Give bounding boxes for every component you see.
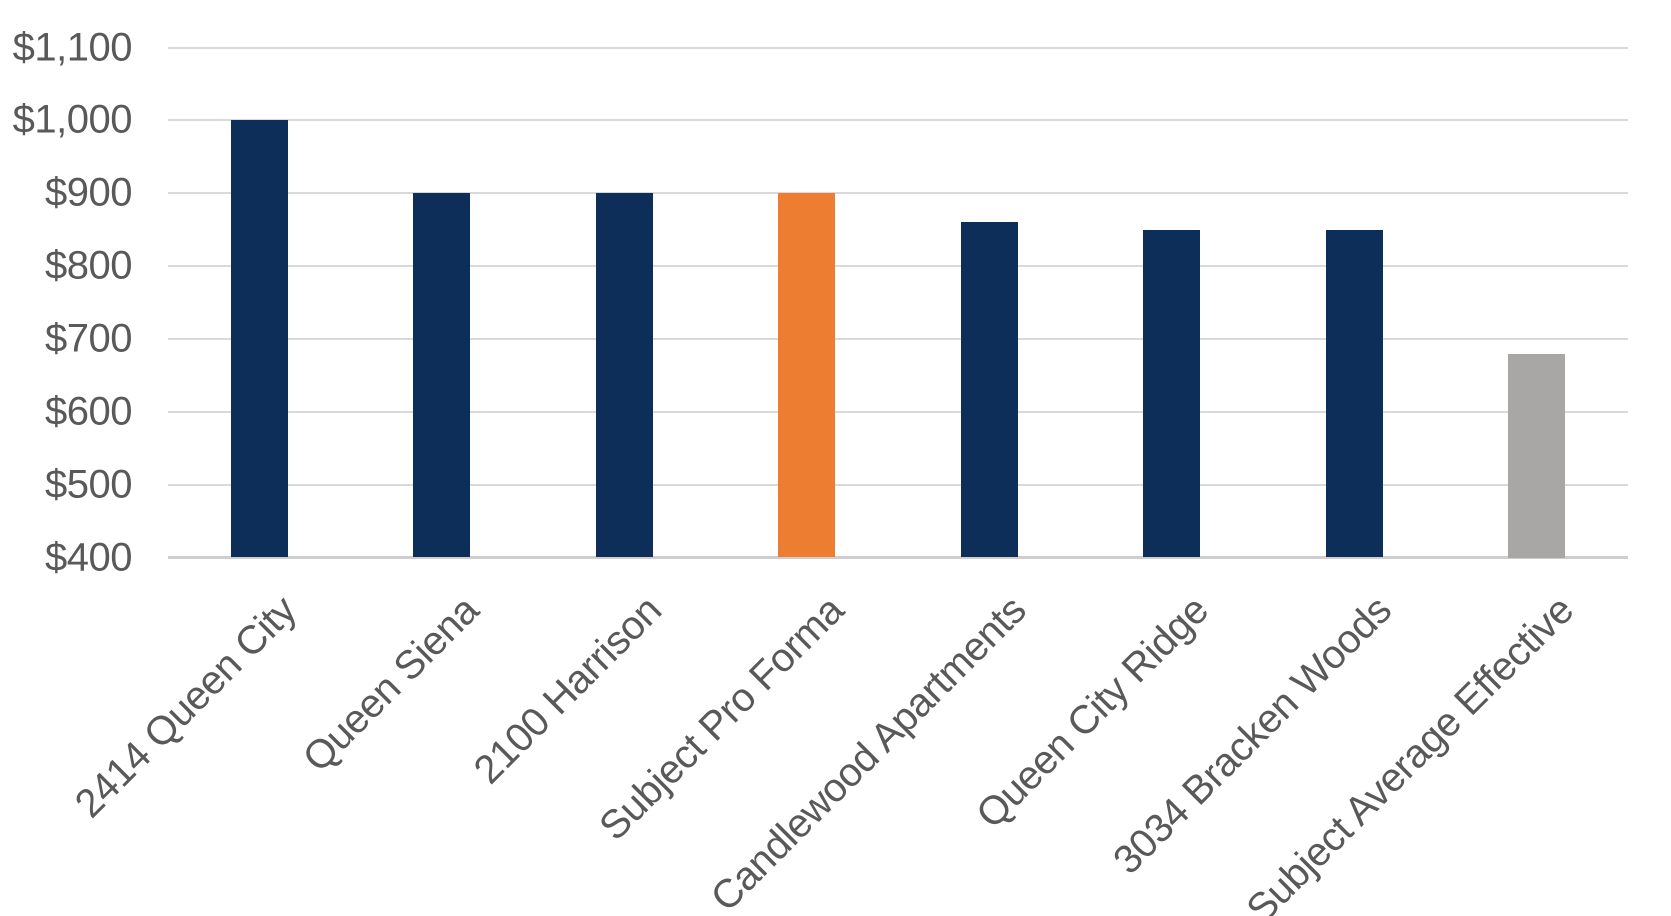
y-axis-tick-label: $600 (45, 389, 132, 434)
bar-subject-pro-forma (778, 193, 836, 558)
gridline (168, 265, 1628, 268)
x-axis-category-label-candlewood-apartments: Candlewood Apartments (702, 588, 1035, 916)
y-axis-tick-label: $1,000 (12, 97, 133, 142)
bar-queen-siena (413, 193, 471, 558)
bar-2100-harrison (595, 193, 653, 558)
bar-3034-bracken-woods (1325, 229, 1383, 558)
x-axis-category-label-subject-average-effective: Subject Average Effective (1238, 588, 1582, 916)
x-axis-category-label-2414-queen-city: 2414 Queen City (66, 588, 305, 827)
y-axis-tick-label: $700 (45, 316, 132, 361)
bar-2414-queen-city (230, 120, 288, 558)
gridline (168, 337, 1628, 340)
x-axis-line (168, 556, 1628, 559)
x-axis-category-label-2100-harrison: 2100 Harrison (465, 588, 670, 793)
y-axis-tick-label: $800 (45, 243, 132, 288)
gridline (168, 410, 1628, 413)
y-axis-tick-label: $500 (45, 462, 132, 507)
gridline (168, 192, 1628, 195)
x-axis-category-label-queen-siena: Queen Siena (294, 588, 487, 781)
y-axis-tick-label: $400 (45, 535, 132, 579)
gridline (168, 483, 1628, 486)
bar-candlewood-apartments (960, 222, 1018, 558)
y-axis-tick-label: $1,100 (12, 25, 133, 69)
y-axis-tick-label: $900 (45, 170, 132, 215)
gridline (168, 46, 1628, 49)
bar-subject-average-effective (1508, 353, 1566, 558)
gridline (168, 119, 1628, 122)
bar-queen-city-ridge (1143, 229, 1201, 558)
